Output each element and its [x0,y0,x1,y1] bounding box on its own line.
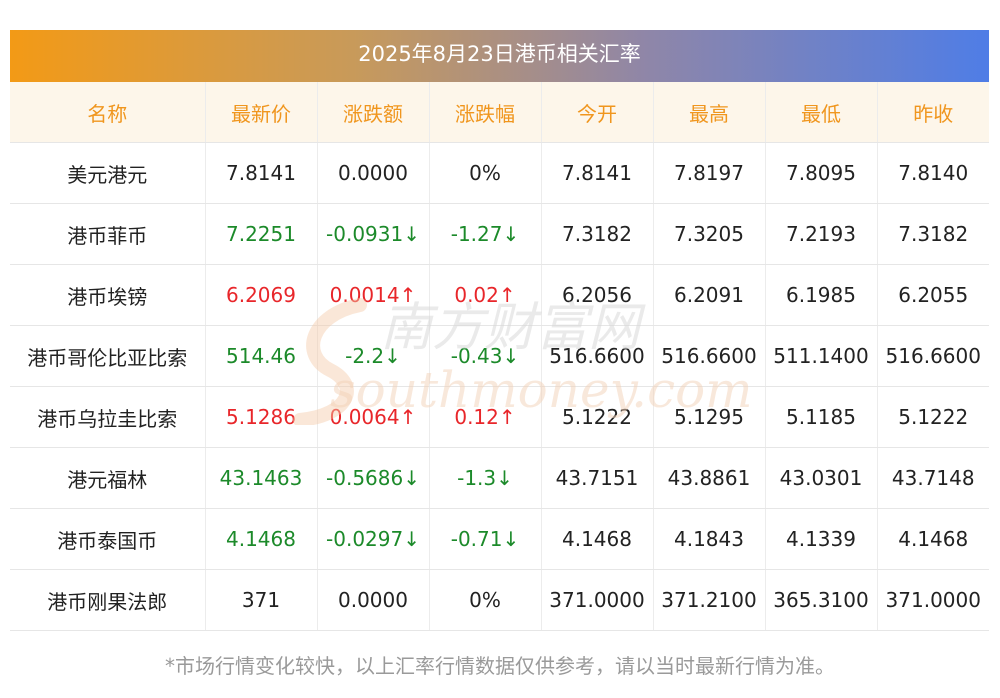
cell-pct: -0.71↓ [429,508,542,570]
header-row: 名称 最新价 涨跌额 涨跌幅 今开 最高 最低 昨收 [10,82,989,143]
cell-name: 港币埃镑 [10,264,206,326]
cell-low: 365.3100 [765,569,878,631]
cell-prev: 43.7148 [877,447,989,509]
table-row: 港币菲币 7.2251 -0.0931↓ -1.27↓ 7.3182 7.3205 7.21… [10,203,989,265]
cell-high: 6.2091 [653,264,766,326]
cell-low: 43.0301 [765,447,878,509]
table-title: 2025年8月23日港币相关汇率 [10,30,989,82]
table-row: 港币哥伦比亚比索 514.46 -2.2↓ -0.43↓ 516.6600 516.660… [10,325,989,387]
cell-open: 4.1468 [541,508,654,570]
cell-open: 371.0000 [541,569,654,631]
cell-pct: 0% [429,569,542,631]
cell-pct: 0.12↑ [429,386,542,448]
rates-panel: 2025年8月23日港币相关汇率 名称 最新价 涨跌额 涨跌幅 今开 最高 最低… [10,30,989,631]
cell-open: 5.1222 [541,386,654,448]
col-header-prev: 昨收 [877,82,989,143]
cell-pct: -1.27↓ [429,203,542,265]
col-header-change: 涨跌额 [317,82,430,143]
cell-prev: 371.0000 [877,569,989,631]
cell-change: 0.0014↑ [317,264,430,326]
cell-pct: -0.43↓ [429,325,542,387]
cell-high: 43.8861 [653,447,766,509]
col-header-low: 最低 [765,82,878,143]
cell-change: 0.0000 [317,142,430,204]
cell-open: 516.6600 [541,325,654,387]
cell-latest: 7.8141 [205,142,318,204]
table-row: 港币乌拉圭比索 5.1286 0.0064↑ 0.12↑ 5.1222 5.1295 5.1… [10,386,989,448]
rates-table: 名称 最新价 涨跌额 涨跌幅 今开 最高 最低 昨收 美元港元 7.8141 0.0… [10,82,989,631]
col-header-high: 最高 [653,82,766,143]
cell-low: 5.1185 [765,386,878,448]
cell-open: 7.3182 [541,203,654,265]
cell-change: -0.5686↓ [317,447,430,509]
cell-low: 7.2193 [765,203,878,265]
cell-name: 美元港元 [10,142,206,204]
cell-low: 7.8095 [765,142,878,204]
cell-latest: 371 [205,569,318,631]
cell-prev: 7.8140 [877,142,989,204]
col-header-open: 今开 [541,82,654,143]
cell-open: 6.2056 [541,264,654,326]
cell-high: 5.1295 [653,386,766,448]
cell-latest: 5.1286 [205,386,318,448]
cell-change: -2.2↓ [317,325,430,387]
cell-prev: 5.1222 [877,386,989,448]
cell-low: 6.1985 [765,264,878,326]
cell-name: 港币刚果法郎 [10,569,206,631]
cell-high: 516.6600 [653,325,766,387]
cell-low: 4.1339 [765,508,878,570]
cell-change: -0.0297↓ [317,508,430,570]
cell-name: 港币哥伦比亚比索 [10,325,206,387]
cell-latest: 6.2069 [205,264,318,326]
cell-open: 7.8141 [541,142,654,204]
table-row: 港币刚果法郎 371 0.0000 0% 371.0000 371.2100 365.310… [10,569,989,631]
cell-change: 0.0000 [317,569,430,631]
cell-prev: 6.2055 [877,264,989,326]
cell-change: 0.0064↑ [317,386,430,448]
cell-latest: 7.2251 [205,203,318,265]
footnote: *市场行情变化较快，以上汇率行情数据仅供参考，请以当时最新行情为准。 [165,654,835,678]
cell-latest: 514.46 [205,325,318,387]
cell-change: -0.0931↓ [317,203,430,265]
col-header-pct: 涨跌幅 [429,82,542,143]
cell-low: 511.1400 [765,325,878,387]
cell-name: 港元福林 [10,447,206,509]
cell-high: 4.1843 [653,508,766,570]
table-row: 港元福林 43.1463 -0.5686↓ -1.3↓ 43.7151 43.8861 43… [10,447,989,509]
table-row: 港币泰国币 4.1468 -0.0297↓ -0.71↓ 4.1468 4.1843 4.1… [10,508,989,570]
cell-high: 371.2100 [653,569,766,631]
table-row: 港币埃镑 6.2069 0.0014↑ 0.02↑ 6.2056 6.2091 6.1985… [10,264,989,326]
cell-prev: 7.3182 [877,203,989,265]
cell-name: 港币泰国币 [10,508,206,570]
col-header-name: 名称 [10,82,206,143]
cell-pct: 0% [429,142,542,204]
cell-name: 港币乌拉圭比索 [10,386,206,448]
cell-high: 7.3205 [653,203,766,265]
cell-prev: 4.1468 [877,508,989,570]
cell-high: 7.8197 [653,142,766,204]
cell-prev: 516.6600 [877,325,989,387]
cell-latest: 43.1463 [205,447,318,509]
table-row: 美元港元 7.8141 0.0000 0% 7.8141 7.8197 7.8095 7.81… [10,142,989,204]
cell-pct: 0.02↑ [429,264,542,326]
col-header-latest: 最新价 [205,82,318,143]
cell-name: 港币菲币 [10,203,206,265]
cell-open: 43.7151 [541,447,654,509]
cell-latest: 4.1468 [205,508,318,570]
cell-pct: -1.3↓ [429,447,542,509]
